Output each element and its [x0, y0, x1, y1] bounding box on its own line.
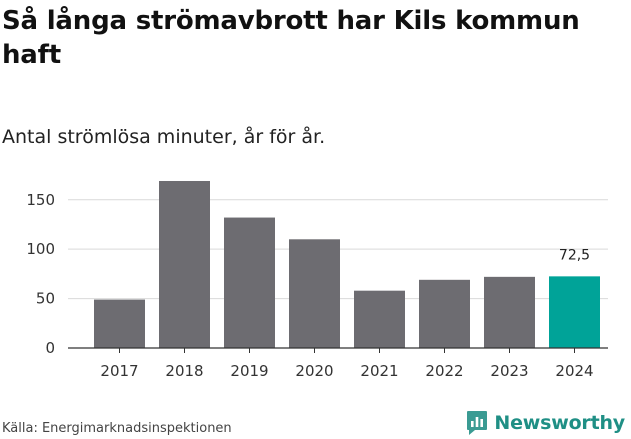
x-tick-label-2022: 2022	[425, 362, 463, 380]
y-tick-label-100: 100	[26, 240, 55, 258]
bar-2022	[419, 279, 470, 348]
x-tick-label-2017: 2017	[100, 362, 138, 380]
bar-2017	[94, 299, 145, 348]
source-note: Källa: Energimarknadsinspektionen	[2, 421, 232, 436]
bars	[94, 180, 600, 348]
y-axis-ticks: 0 50 100 150	[26, 191, 55, 357]
data-labels: 72,5	[559, 247, 590, 263]
x-tick-label-2024: 2024	[555, 362, 593, 380]
x-tick-label-2023: 2023	[490, 362, 528, 380]
newsworthy-logo-icon	[467, 411, 488, 435]
bar-2018	[159, 180, 210, 348]
chart-subtitle: Antal strömlösa minuter, år för år.	[2, 126, 326, 148]
bar-2023	[484, 276, 535, 348]
x-tick-label-2018: 2018	[165, 362, 203, 380]
chart-title: Så långa strömavbrott har Kils kommun ha…	[2, 4, 630, 72]
bar-2021	[354, 290, 405, 348]
x-axis-ticks: 2017 2018 2019 2020 2021 2022 2023 2024	[100, 348, 594, 380]
y-tick-label-0: 0	[45, 339, 55, 357]
brand-name: Newsworthy	[494, 412, 625, 434]
bar-2019	[224, 217, 275, 348]
x-tick-label-2019: 2019	[230, 362, 268, 380]
chart-title-line-2: haft	[2, 40, 61, 70]
brand-logo: Newsworthy	[466, 408, 625, 438]
y-tick-label-50: 50	[36, 290, 55, 308]
data-label-2024: 72,5	[559, 247, 590, 263]
bar-2020	[289, 239, 340, 348]
x-tick-label-2021: 2021	[360, 362, 398, 380]
bar-2024	[549, 276, 600, 348]
chart-title-line-1: Så långa strömavbrott har Kils kommun	[2, 6, 580, 36]
y-tick-label-150: 150	[26, 191, 55, 209]
x-tick-label-2020: 2020	[295, 362, 333, 380]
